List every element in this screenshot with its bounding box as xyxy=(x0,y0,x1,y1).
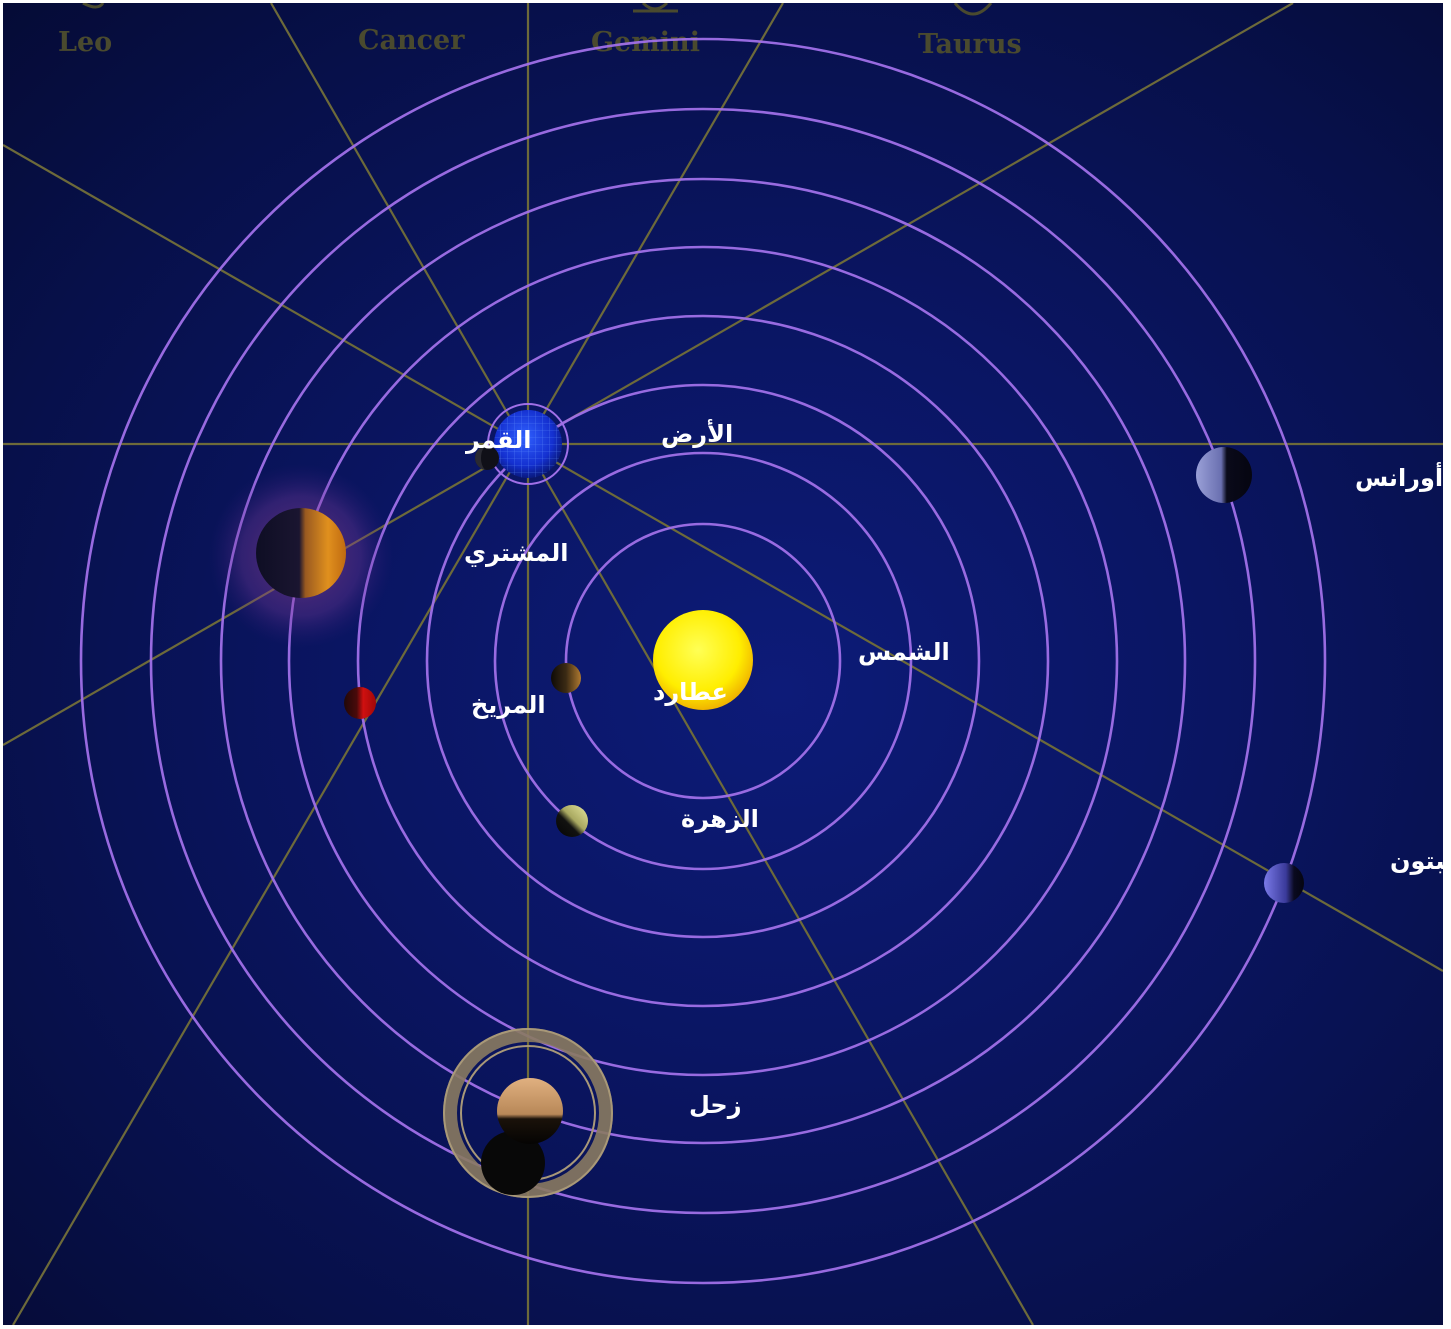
leo-symbol xyxy=(82,3,105,9)
saturn-group xyxy=(443,1028,613,1198)
orbit-ring xyxy=(287,245,1119,1077)
label-mars: المريخ xyxy=(471,691,546,719)
geocentric-diagram: Leo Cancer Gemini Taurus الشمس xyxy=(3,3,1443,1325)
label-saturn: زحل xyxy=(689,1091,742,1119)
venus xyxy=(556,805,588,837)
neptune xyxy=(1264,863,1304,903)
gemini-symbol xyxy=(633,3,678,13)
label-neptune: نبتون xyxy=(1390,847,1443,875)
sun xyxy=(653,610,753,710)
jupiter-planet xyxy=(256,508,346,598)
orbit-ring xyxy=(149,107,1257,1215)
orbit-ring xyxy=(564,522,842,800)
ecliptic-spoke xyxy=(3,3,1294,746)
ecliptic-spoke xyxy=(12,3,784,1325)
orbits xyxy=(79,37,1327,1285)
orbit-ring xyxy=(219,177,1187,1145)
label-uranus: أورانس xyxy=(1355,462,1443,492)
saturn-shadow xyxy=(481,1131,545,1195)
taurus-symbol xyxy=(953,3,993,16)
ecliptic-spoke xyxy=(3,144,1443,972)
label-moon: القمر xyxy=(465,426,532,454)
ecliptic-spokes xyxy=(3,3,1443,1325)
earth-halo xyxy=(487,403,569,485)
orbit-ring xyxy=(493,451,913,871)
zodiac-taurus: Taurus xyxy=(918,29,1022,60)
zodiac-labels: Leo Cancer Gemini Taurus xyxy=(58,3,1022,60)
earth-grid xyxy=(494,410,562,478)
mercury xyxy=(551,663,581,693)
orbit-ring xyxy=(425,383,981,939)
label-mercury: عطارد xyxy=(653,678,728,706)
orbit-ring xyxy=(79,37,1327,1285)
zodiac-leo: Leo xyxy=(58,27,112,58)
label-sun: الشمس xyxy=(858,638,950,666)
diagram-frame: Leo Cancer Gemini Taurus الشمس xyxy=(3,3,1443,1325)
planet-labels: الشمس الأرض القمر عطارد الزهرة المريخ ال… xyxy=(464,419,1443,1119)
uranus xyxy=(1196,447,1252,503)
saturn-planet xyxy=(497,1078,563,1144)
mars xyxy=(344,687,376,719)
ecliptic-spoke xyxy=(270,3,1034,1325)
zodiac-cancer: Cancer xyxy=(358,25,465,56)
orbit-ring xyxy=(356,314,1050,1008)
label-jupiter: المشتري xyxy=(464,539,568,567)
label-venus: الزهرة xyxy=(681,805,759,833)
label-earth: الأرض xyxy=(661,419,733,448)
